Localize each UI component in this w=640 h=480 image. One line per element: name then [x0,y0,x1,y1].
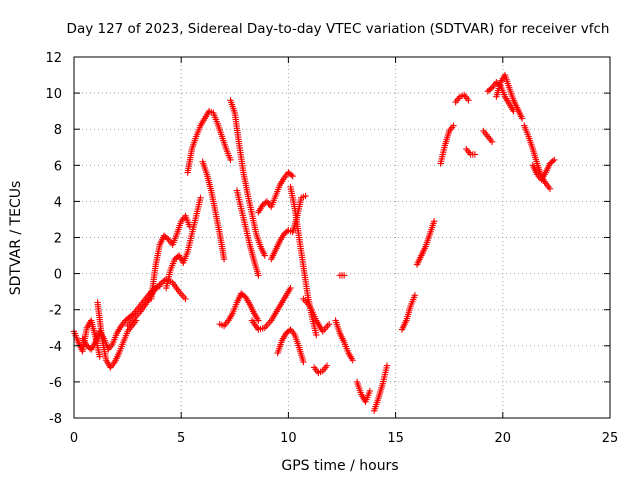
y-tick-label: 6 [54,159,62,174]
data-point-interp [288,171,295,179]
y-tick-label: -8 [49,412,62,427]
y-tick-label: 8 [54,123,62,138]
data-point [220,255,228,263]
data-point [471,151,479,158]
data-point [450,122,457,129]
data-point [255,317,262,324]
data-point [323,362,331,369]
y-tick-label: 10 [45,87,62,102]
data-point [383,362,391,369]
data-point [340,272,348,279]
data-point [182,295,189,303]
y-tick-label: 4 [54,195,62,210]
data-point [366,387,374,395]
y-tick-label: -6 [49,376,62,391]
axis-ticks: 0 5 10 15 20 25 -8 -6 -4 -2 0 2 4 6 8 10 12 [45,51,618,446]
data-point [287,284,294,292]
y-axis-title: SDTVAR / TECUs [8,181,24,296]
data-point [349,357,356,364]
data-point [227,156,234,164]
y-tick-label: -2 [49,304,62,319]
data-point [488,138,496,146]
x-tick-label: 10 [280,431,297,446]
data-point [313,331,320,339]
data-point [430,218,438,225]
data-point [96,353,103,360]
x-tick-label: 25 [602,431,619,446]
x-tick-label: 0 [70,431,78,446]
y-tick-label: 0 [54,268,62,283]
data-point-interp [262,199,269,206]
data-point [255,272,262,279]
y-tick-label: 12 [45,51,62,66]
data-point [546,185,554,192]
x-tick-label: 20 [495,431,512,446]
x-tick-label: 15 [387,431,404,446]
x-tick-label: 5 [177,431,185,446]
data-point [261,252,269,259]
data-point [325,320,333,328]
data-point-interp [549,157,557,165]
data-point [300,358,307,366]
data-point-interp [285,327,293,334]
chart-title: Day 127 of 2023, Sidereal Day-to-day VTE… [67,21,610,37]
y-tick-label: -4 [49,340,62,355]
y-tick-label: 2 [54,232,62,247]
data-point [465,97,472,104]
data-point [411,292,419,299]
data-marks [70,71,558,414]
x-axis-title: GPS time / hours [281,458,398,474]
data-point [551,156,558,164]
data-point-interp [487,85,494,93]
data-point [197,194,204,201]
data-point [302,192,309,200]
data-point-interp [163,234,171,242]
data-point [518,115,526,122]
data-point [289,172,296,180]
